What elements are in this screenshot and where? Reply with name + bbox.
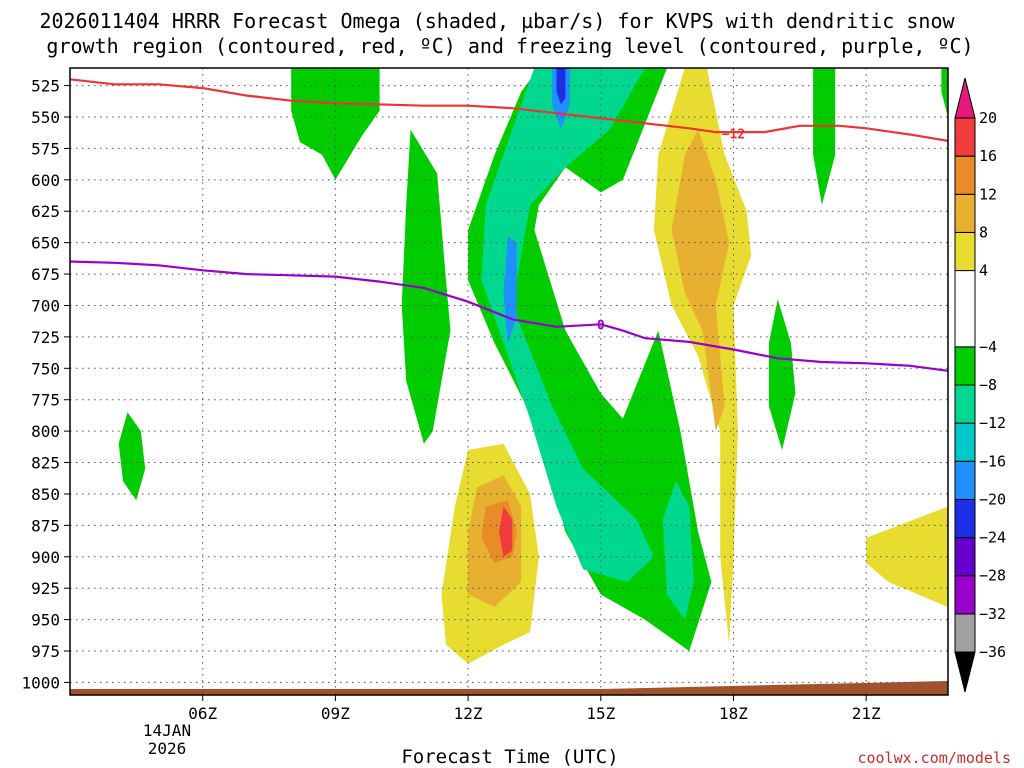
y-tick-label-925: 925 [31,579,60,598]
contour-label-freezing-level-0: 0 [597,318,605,333]
contour-freezing-level-0 [70,260,948,372]
x-tick-label-15Z: 15Z [586,704,615,723]
chart-title-line-1: 2026011404 HRRR Forecast Omega (shaded, … [39,9,955,33]
y-tick-label-800: 800 [31,422,60,441]
colorbar-over-arrow [954,77,976,119]
colorbar-swatch-1 [954,575,976,615]
colorbar-swatch-8 [954,270,976,348]
x-tick-label-18Z: 18Z [719,704,748,723]
omega-band-green-central [468,68,712,651]
colorbar-label-13: −36 [979,643,1006,661]
y-tick-label-975: 975 [31,642,60,661]
date-label-year: 2026 [148,739,187,758]
omega-blob-green-0530 [291,68,380,180]
colorbar-label-4: 4 [979,262,988,280]
colorbar-under-arrow [954,651,976,693]
ground-strip-rise [600,681,948,689]
y-tick-label-650: 650 [31,234,60,253]
colorbar-swatch-11 [954,155,976,195]
colorbar-label-2: 12 [979,185,997,203]
contour-lines: −12 0 [70,78,948,372]
y-tick-label-950: 950 [31,611,60,630]
y-tick-label-825: 825 [31,454,60,473]
y-tick-label-700: 700 [31,296,60,315]
colorbar-label-0: 20 [979,109,997,127]
credit-text: coolwx.com/models [857,749,1011,767]
colorbar-label-7: −12 [979,414,1006,432]
colorbar-label-6: −8 [979,376,997,394]
colorbar-label-3: 8 [979,223,988,241]
y-tick-label-850: 850 [31,485,60,504]
y-tick-label-575: 575 [31,139,60,158]
colorbar-label-8: −16 [979,452,1006,470]
y-tick-label-775: 775 [31,391,60,410]
omega-blob-green-2230 [941,68,948,117]
y-axis-ticks: 525 550 575 600 625 650 675 700 725 750 775 800 825 8… [21,77,70,692]
colorbar-swatch-12 [954,117,976,157]
omega-blob-green-1900 [768,299,796,450]
colorbar-label-11: −28 [979,567,1006,585]
colorbar-swatch-10 [954,193,976,233]
y-tick-label-600: 600 [31,171,60,190]
y-tick-label-525: 525 [31,77,60,96]
y-tick-label-675: 675 [31,265,60,284]
plot-area: −12 0 [69,67,949,696]
ground-strip [70,689,948,695]
colorbar-swatch-7 [954,346,976,386]
colorbar-swatch-2 [954,537,976,577]
colorbar-swatch-9 [954,231,976,272]
omega-shading [118,68,948,664]
x-tick-label-09Z: 09Z [321,704,350,723]
colorbar-label-10: −24 [979,529,1006,547]
omega-blob-yellow-2230 [866,506,948,607]
x-tick-label-06Z: 06Z [188,704,217,723]
colorbar-swatch-0 [954,613,976,653]
plot-frame [69,67,949,696]
colorbar-label-12: −32 [979,605,1006,623]
omega-core-indigo-0525 [556,68,566,105]
y-tick-label-725: 725 [31,328,60,347]
omega-band-green-1000 [401,129,451,444]
colorbar-swatch-4 [954,460,976,500]
x-axis-title: Forecast Time (UTC) [401,746,618,768]
y-tick-label-1000: 1000 [21,673,60,692]
x-axis-ticks: 06Z 09Z 12Z 15Z 18Z 21Z [188,695,881,723]
y-tick-label-750: 750 [31,359,60,378]
contour-dendritic-minus12 [70,78,948,142]
y-tick-label-550: 550 [31,108,60,127]
omega-blob-green-0445 [118,412,146,501]
contour-label-dendritic-minus12: −12 [722,127,745,142]
colorbar-swatch-6 [954,384,976,424]
chart-title-line-2: growth region (contoured, red, ºC) and f… [46,34,973,58]
date-label-day: 14JAN [143,721,191,740]
omega-band-teal-central [481,68,654,582]
omega-blob-green-2000 [813,68,836,205]
y-tick-label-875: 875 [31,516,60,535]
colorbar-swatch-3 [954,498,976,539]
x-tick-label-21Z: 21Z [852,704,881,723]
omega-blob-teal-1630 [662,481,694,620]
colorbar-swatch-5 [954,422,976,462]
colorbar-label-1: 16 [979,147,997,165]
x-tick-label-12Z: 12Z [454,704,483,723]
y-tick-label-625: 625 [31,202,60,221]
grid-lines [70,68,948,695]
colorbar-label-9: −20 [979,490,1006,508]
omega-band-gold-1700 [671,129,730,432]
colorbar-label-5: −4 [979,338,997,356]
y-tick-label-900: 900 [31,548,60,567]
colorbar: 20 16 12 8 4 −4 −8 −12 −16 −20 −24 −28 −32 −36 [954,77,1006,693]
omega-core-red-1300 [499,506,513,557]
